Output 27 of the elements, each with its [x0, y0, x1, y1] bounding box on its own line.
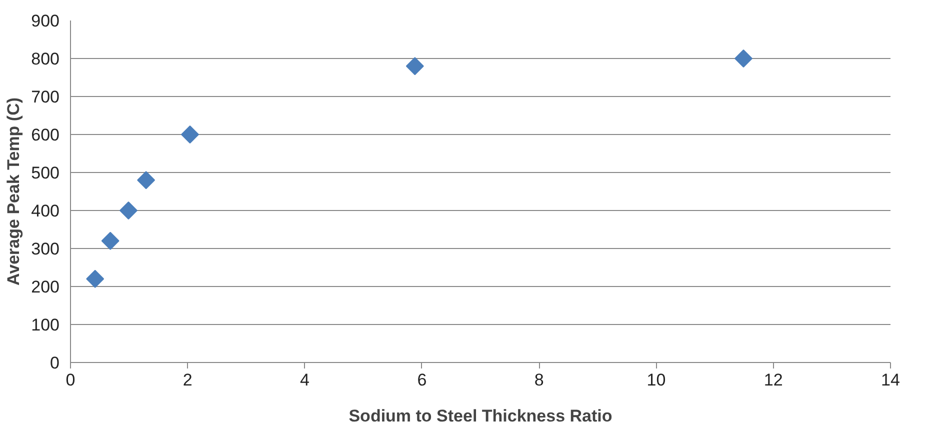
point	[181, 126, 199, 144]
x-tick-label: 8	[534, 370, 544, 390]
x-tick-label: 10	[646, 370, 666, 390]
point	[734, 50, 752, 68]
x-tick-label: 12	[764, 370, 783, 390]
y-tick-label: 400	[31, 202, 60, 220]
y-tick-label: 600	[31, 126, 60, 144]
y-tick-label: 0	[50, 354, 60, 372]
point	[406, 57, 424, 76]
x-tick-label: 0	[66, 370, 76, 390]
y-tick-label: 300	[31, 240, 60, 258]
y-tick-label: 200	[31, 278, 60, 296]
y-axis-title: Average Peak Temp (C)	[4, 97, 24, 286]
y-tick-label: 900	[31, 12, 60, 30]
point	[137, 171, 156, 190]
y-tick-label: 800	[31, 50, 60, 68]
point	[101, 232, 120, 250]
y-tick-label: 100	[31, 316, 60, 334]
x-tick-label: 6	[417, 370, 427, 390]
point	[120, 202, 138, 220]
x-tick-label: 2	[182, 370, 192, 390]
point	[86, 270, 104, 288]
x-tick-label: 4	[300, 370, 310, 390]
y-tick-label: 700	[31, 88, 60, 106]
y-tick-label: 500	[31, 164, 60, 182]
x-axis-title: Sodium to Steel Thickness Ratio	[348, 406, 612, 426]
x-tick-label: 14	[881, 370, 900, 390]
